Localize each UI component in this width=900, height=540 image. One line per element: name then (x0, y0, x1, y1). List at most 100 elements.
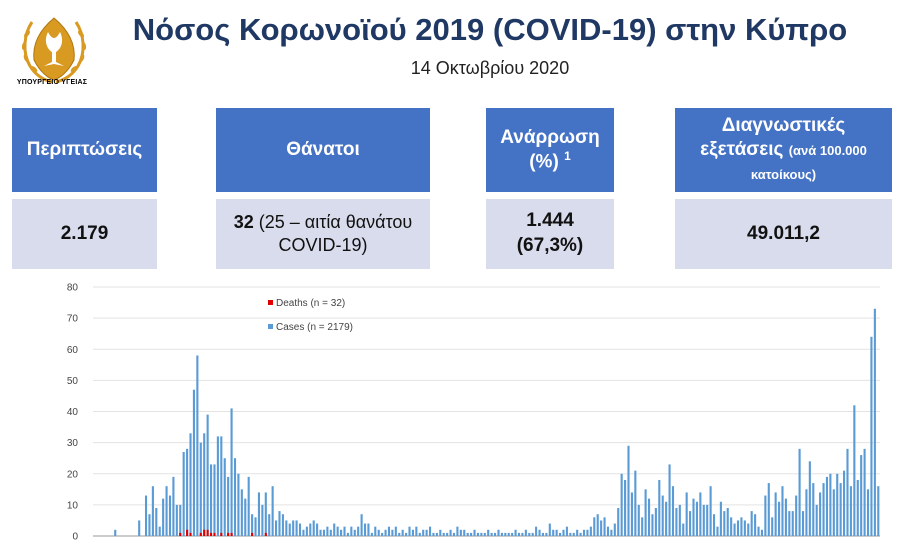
cases-bar (853, 405, 856, 536)
ministry-label: ΥΠΟΥΡΓΕΙΟ ΥΓΕΙΑΣ (16, 79, 88, 86)
y-tick-label: 20 (67, 469, 79, 480)
cases-bar (606, 526, 610, 536)
legend-cases-swatch (268, 324, 273, 329)
cases-bar (572, 532, 575, 536)
recovery-card-value: 1.444 (67,3%) (486, 199, 614, 269)
cases-bar (743, 520, 746, 536)
cases-bar (535, 526, 538, 536)
cases-value: 2.179 (60, 222, 109, 244)
cases-bar (435, 532, 438, 536)
cases-bar (233, 458, 237, 536)
cases-bar (552, 529, 555, 536)
cases-bar (463, 529, 466, 536)
cases-bar (514, 529, 517, 536)
tests-value: 49.011,2 (747, 222, 820, 244)
deaths-bar (220, 532, 223, 536)
cases-bar (220, 436, 223, 536)
cases-bar (665, 501, 668, 536)
cases-bar (576, 529, 579, 536)
cases-card-value: 2.179 (12, 199, 157, 269)
cases-bar (340, 529, 343, 536)
tests-label: Διαγνωστικές εξετάσεις (700, 115, 846, 161)
cases-bar (600, 520, 603, 536)
cases-bar (839, 483, 842, 536)
cases-bar (398, 532, 401, 536)
cases-bar (322, 529, 326, 536)
cases-bar (788, 511, 791, 536)
cases-bar (801, 511, 805, 536)
cases-bar (329, 529, 332, 536)
legend-deaths-label: Deaths (n = 32) (276, 298, 345, 309)
cases-bar (480, 532, 483, 536)
cases-bar (620, 473, 623, 536)
cases-bar (613, 523, 616, 536)
recovery-footnote: 1 (564, 149, 571, 164)
legend-deaths-swatch (268, 300, 273, 305)
cases-bar (719, 501, 722, 536)
cases-bar (275, 520, 278, 536)
cases-bar (730, 517, 733, 536)
cases-bar (148, 514, 151, 536)
cases-bar (661, 495, 664, 536)
cases-bar (740, 517, 743, 536)
cases-bar (292, 520, 295, 536)
cases-bar (363, 523, 367, 536)
cases-bar (192, 389, 195, 536)
cases-bar (644, 489, 647, 536)
cases-bar (716, 526, 719, 536)
cases-bar (206, 414, 209, 536)
cases-bar (736, 520, 740, 536)
cases-bar (182, 451, 185, 536)
tests-card-header: Διαγνωστικές εξετάσεις (ανά 100.000 κατο… (675, 108, 892, 192)
cases-bar (671, 486, 675, 536)
cases-bar (836, 473, 839, 536)
cases-bar (829, 473, 832, 536)
cases-bar (213, 464, 216, 536)
cases-bar (432, 532, 435, 536)
cases-bar (815, 504, 818, 537)
chart-legend: Deaths (n = 32) Cases (n = 2179) (268, 298, 353, 333)
cases-bar (237, 473, 240, 536)
cases-bar (254, 517, 257, 536)
tests-card-value: 49.011,2 (675, 199, 892, 269)
cases-bar (843, 470, 846, 536)
cases-bar (747, 523, 750, 536)
recovery-label: Ανάρρωση (500, 126, 600, 148)
recovery-card-header: Ανάρρωση (%) 1 (486, 108, 614, 192)
legend-cases-label: Cases (n = 2179) (276, 322, 353, 333)
cases-bar (158, 526, 161, 536)
cases-bar (808, 461, 811, 536)
cases-bar (805, 489, 808, 536)
cases-bar (333, 523, 336, 536)
cases-bar (346, 532, 349, 536)
cases-bar (357, 526, 360, 536)
cases-bar (114, 529, 117, 536)
cases-bar (699, 492, 702, 536)
cases-bar (771, 517, 774, 536)
chart-bars (114, 308, 880, 537)
deaths-bar (179, 532, 182, 536)
cases-bar (449, 529, 452, 536)
deaths-label: Θάνατοι (286, 139, 360, 161)
deaths-bar (206, 529, 209, 536)
cases-bar (336, 526, 339, 536)
deaths-value: 32 (233, 211, 254, 232)
deaths-bar (189, 532, 192, 536)
cases-bar (511, 532, 514, 536)
cases-bar (295, 520, 298, 536)
cases-bar (863, 448, 866, 536)
cases-bar (733, 523, 736, 536)
cases-bar (610, 529, 613, 536)
cases-bar (791, 511, 794, 536)
cases-bar (654, 507, 657, 536)
cases-bar (870, 336, 873, 536)
cases-bar (312, 520, 315, 536)
report-date: 14 Οκτωβρίου 2020 (410, 58, 570, 78)
cases-bar (706, 504, 709, 537)
cases-bar (873, 308, 876, 536)
cases-bar (302, 529, 305, 536)
deaths-bar (230, 532, 233, 536)
cases-bar (370, 532, 373, 536)
cases-bar (281, 514, 284, 536)
recovery-label-percent: (%) (529, 151, 559, 173)
